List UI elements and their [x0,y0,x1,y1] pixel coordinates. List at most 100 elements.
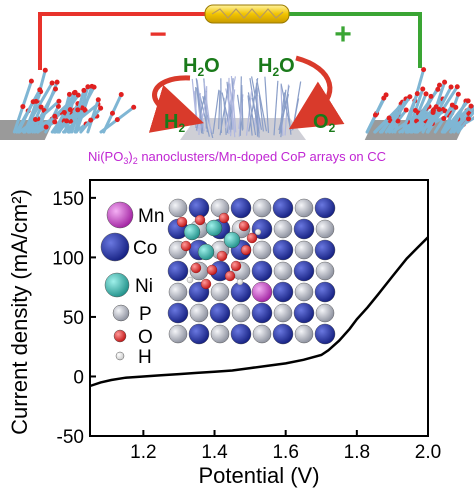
p-atom [315,219,335,239]
red-wire [38,12,210,70]
svg-text:H2O: H2O [183,55,220,79]
o-atom [224,270,236,282]
h-atom [254,228,262,236]
left-reaction-arrow [148,75,204,133]
co-atom-icon [100,232,130,262]
nanocluster [131,104,137,110]
nanocluster [95,97,101,103]
p-atom [189,303,209,323]
p-atom [273,219,293,239]
p-atom [294,240,314,260]
nanocluster [423,91,429,97]
p-atom [294,324,314,344]
nanocluster [414,91,420,97]
p-atom [252,198,272,218]
y-tick-label: 100 [52,248,84,269]
co-atom [293,260,315,282]
nanowire [229,89,236,137]
o-atom [176,216,188,228]
left-electrode [0,67,137,140]
nanowire [441,99,470,134]
nanowire [273,80,279,136]
p-atom [252,240,272,260]
p-atom [294,198,314,218]
nanowire [239,76,242,136]
nanocluster [64,118,70,124]
h2o-left-label: H2O [183,55,220,79]
scheme-caption: Ni(PO3)2 nanoclusters/Mn-doped CoP array… [88,149,386,166]
o-atom [218,212,230,224]
o-atom [194,214,206,226]
nanocluster [85,84,91,90]
nanocluster [114,117,120,123]
nanowire [292,81,302,130]
right-reaction-arrow [288,55,345,130]
svg-text:O2: O2 [313,111,336,135]
co-atom [272,323,294,345]
nanowire [203,82,212,133]
atom-legend: Mn Co Ni POH [100,201,164,368]
o-atom [238,220,250,232]
nanocluster [52,113,58,119]
y-tick-label: 50 [63,308,84,329]
co-atom [251,302,273,324]
nanocluster [395,118,401,124]
y-axis-label: Current density (mA/cm²) [7,189,32,435]
nanowire-array [180,75,306,140]
series-line [89,236,429,388]
nanocluster [441,116,447,122]
ni-atom [197,243,215,261]
nanowire [264,76,270,134]
p-atom [273,261,293,281]
h2-label: H2 [164,111,185,135]
nanocluster [118,92,124,98]
o-atom [246,232,258,244]
x-tick-label: 2.0 [415,442,441,463]
nanocluster [437,82,443,88]
nanowire [255,87,259,137]
chart: 1.2 1.4 1.6 1.8 2.0 -50 0 50 100 150 Mn Co Ni POH Po… [7,179,441,488]
nanocluster [56,98,62,104]
nanowire [226,81,233,130]
p-atom [168,324,188,344]
nanocluster [442,79,448,85]
h-atom [236,278,244,286]
nanocluster [42,67,48,73]
nanocluster [54,79,60,85]
nanowire [258,95,264,132]
nanocluster [67,107,73,113]
o-atom [230,260,242,272]
nanocluster [37,87,43,93]
nanowire [16,100,35,134]
nanowire [245,89,253,136]
nanocluster [53,86,59,92]
nanocluster [30,99,36,105]
nanocluster [43,124,49,130]
o-atom-icon [113,329,127,343]
nanocluster [372,112,378,118]
x-tick-label: 1.6 [272,442,298,463]
o-atom [200,278,212,290]
nanocluster [49,80,55,86]
nanowire [279,85,290,134]
nanocluster [386,115,392,121]
nanowire [247,95,253,136]
mn-atom [251,281,273,303]
plot-frame [89,179,429,437]
p-atom [168,282,188,302]
p-atom [294,282,314,302]
nanowire [256,79,268,132]
legend-label: Co [133,238,157,259]
axis-ticks: 1.2 1.4 1.6 1.8 2.0 -50 0 50 100 150 [52,189,441,463]
p-atom [210,282,230,302]
co-atom [314,323,336,345]
h-atom-icon [115,351,125,361]
p-atom [168,198,188,218]
nanocluster [433,104,439,110]
nanowire [220,78,222,133]
nanocluster [91,84,97,90]
nanowire [414,94,433,134]
nanowire [440,105,458,134]
co-atom [314,281,336,303]
o-atom [190,262,202,274]
